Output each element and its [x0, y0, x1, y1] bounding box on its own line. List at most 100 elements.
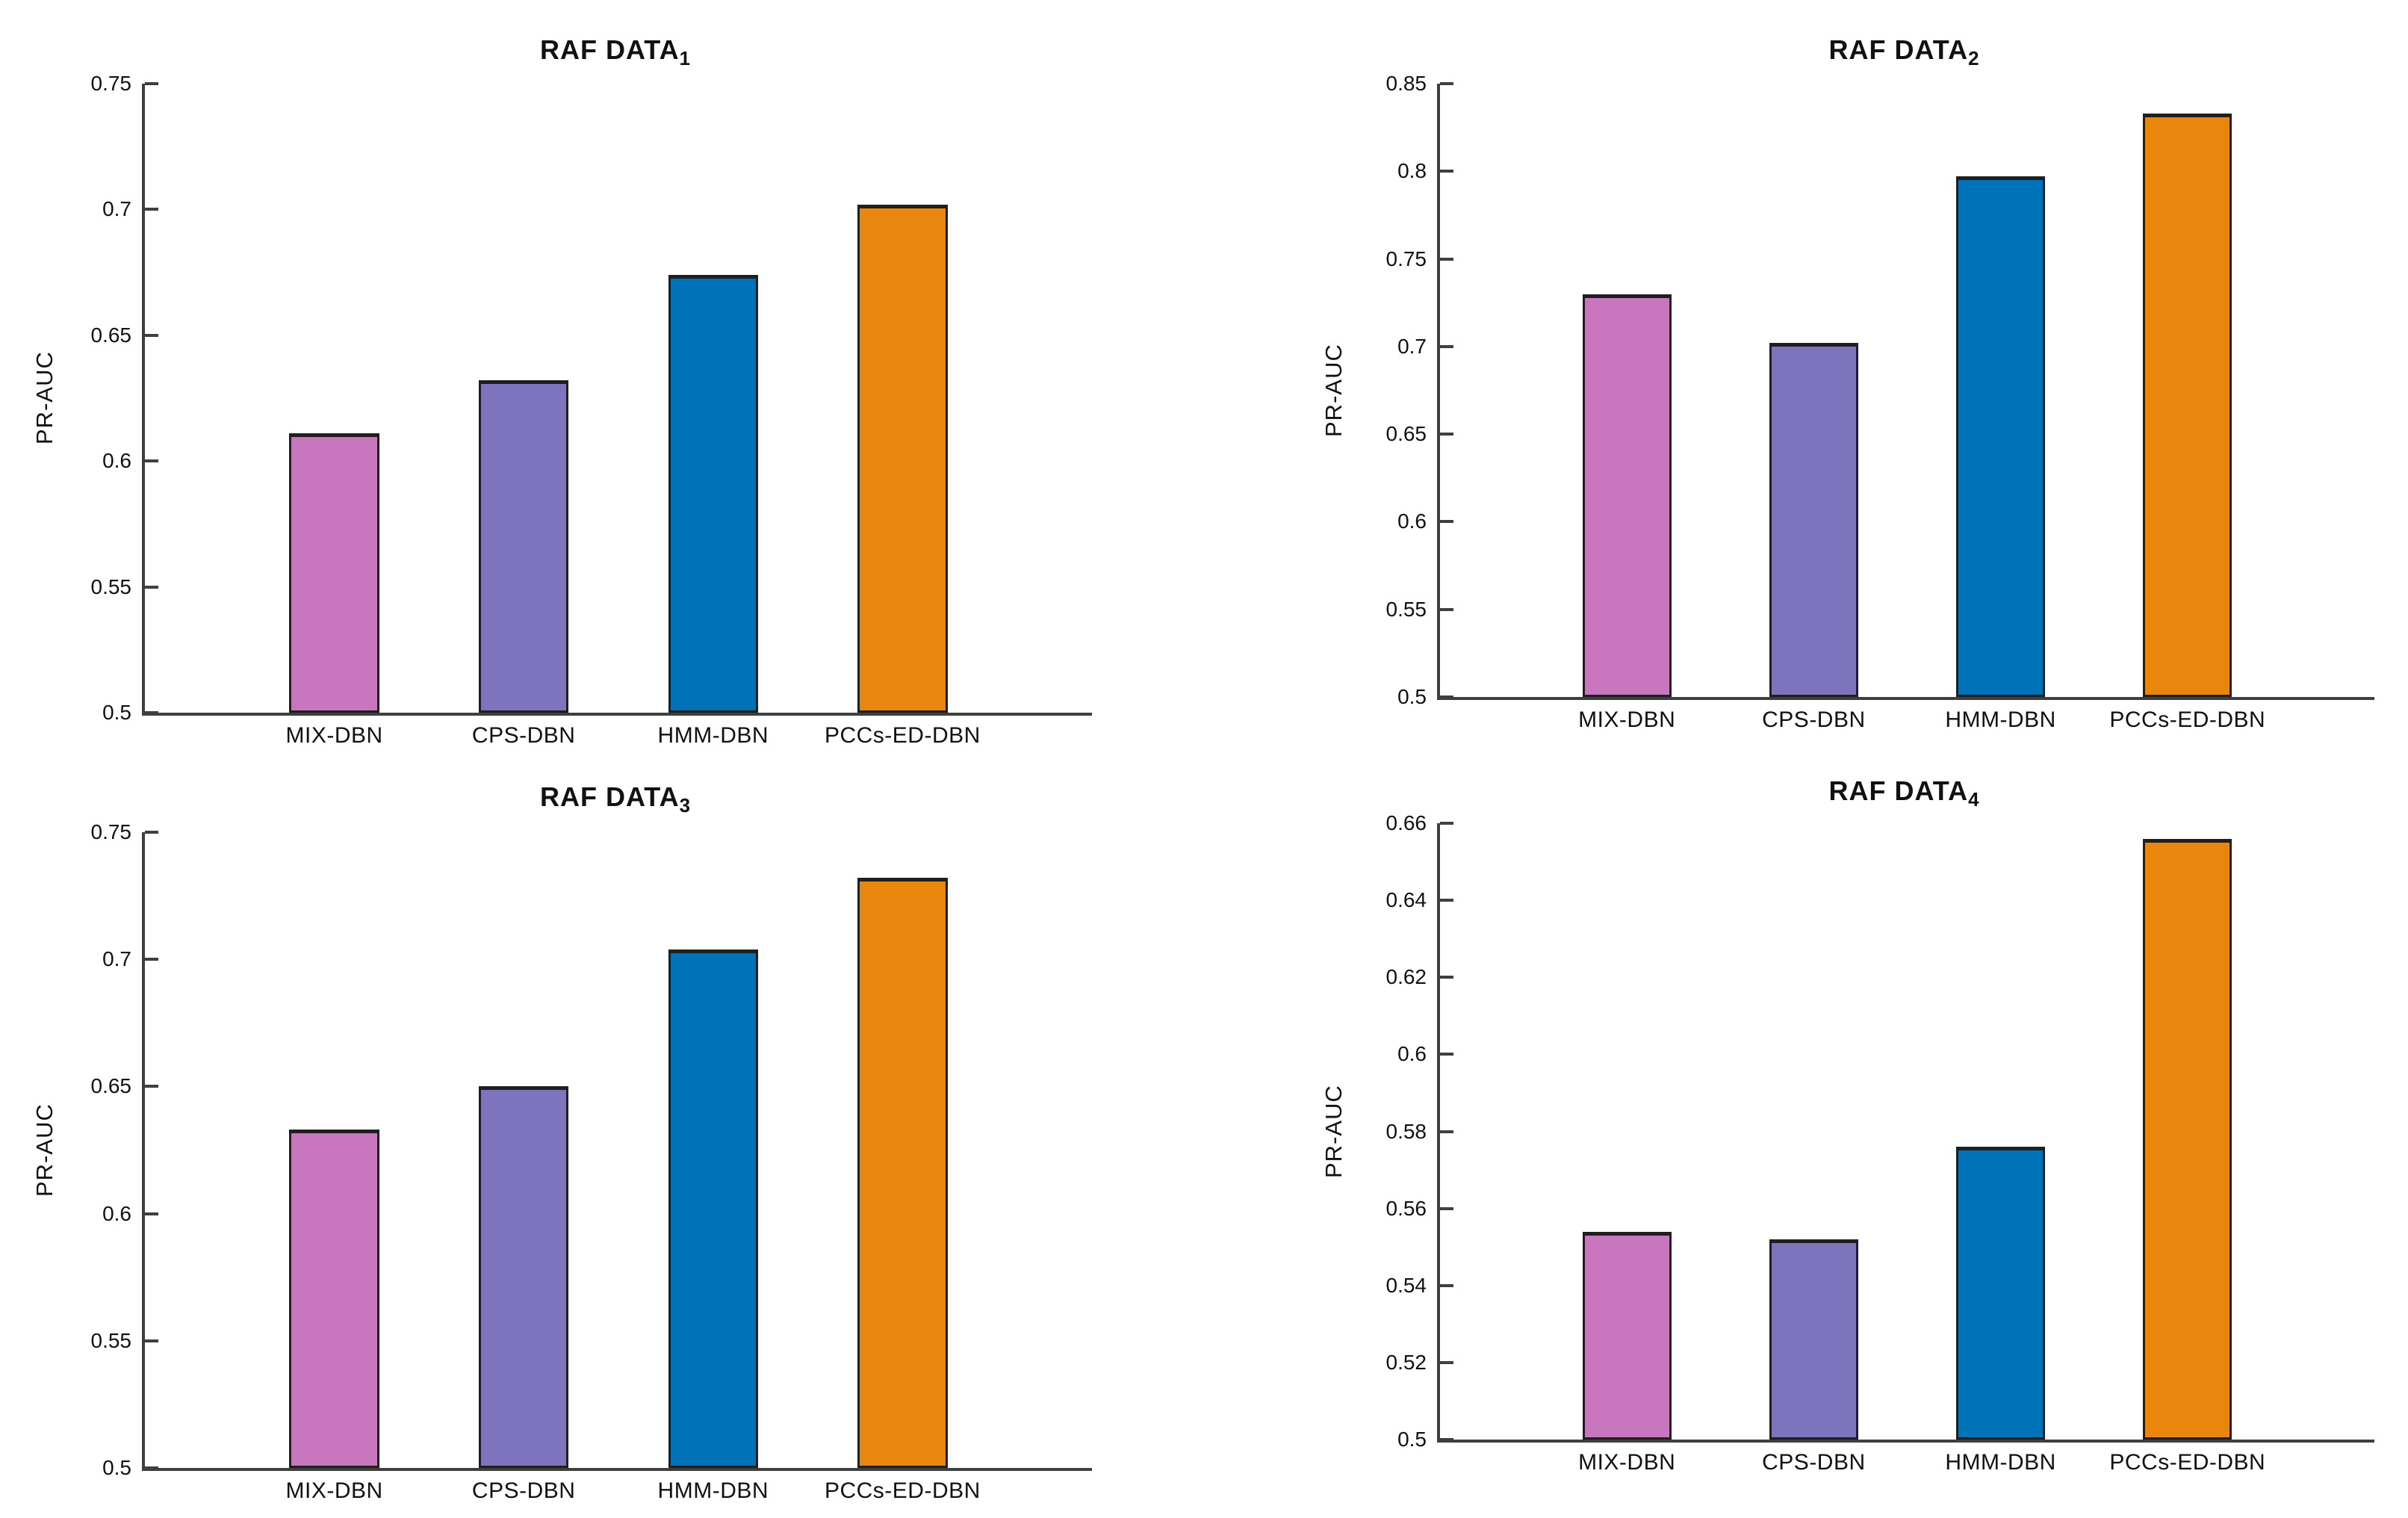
y-axis-label: PR-AUC	[1321, 1085, 1347, 1178]
y-tick-label: 0.55	[90, 1328, 132, 1352]
bar-pccs-ed-dbn	[2143, 838, 2232, 1440]
bar-hmm-dbn	[668, 949, 759, 1468]
y-tick-mark	[145, 333, 158, 337]
chart-title: RAF DATA3	[142, 781, 1089, 816]
x-tick-label: PCCs-ED-DBN	[2109, 1450, 2266, 1475]
y-tick-label: 0.6	[102, 1201, 131, 1225]
y-tick-label: 0.8	[1397, 159, 1427, 183]
y-tick-mark	[1440, 82, 1453, 85]
bar-hmm-dbn	[1956, 1147, 2046, 1440]
y-tick-mark	[145, 1466, 158, 1469]
y-tick-label: 0.6	[1397, 1042, 1427, 1066]
y-tick-mark	[1440, 976, 1453, 979]
x-tick-label: PCCs-ED-DBN	[824, 1478, 981, 1503]
chart-title: RAF DATA1	[142, 34, 1089, 70]
y-tick-label: 0.65	[90, 1074, 132, 1098]
y-axis-label: PR-AUC	[1321, 344, 1347, 437]
plot-area: 0.5 0.52 0.54 0.56 0.58 0.6 0.62 0.64 0.66 MIX-D…	[1386, 811, 2374, 1475]
x-tick-label: PCCs-ED-DBN	[2109, 707, 2266, 732]
y-tick-mark	[1440, 520, 1453, 524]
x-tick-label: CPS-DBN	[1762, 1450, 1866, 1475]
chart-title-text: RAF DATA	[539, 781, 680, 812]
chart-title: RAF DATA2	[1437, 34, 2371, 70]
y-axis-label: PR-AUC	[31, 351, 58, 445]
y-tick-mark	[1440, 899, 1453, 902]
y-tick-label: 0.66	[1385, 811, 1427, 834]
chart-title-subscript: 2	[1968, 49, 1980, 70]
x-tick-label: PCCs-ED-DBN	[824, 723, 981, 748]
y-tick-mark	[1440, 1053, 1453, 1056]
y-tick-label: 0.7	[102, 947, 131, 971]
y-tick-label: 0.7	[102, 197, 131, 221]
bar-mix-dbn	[289, 433, 379, 713]
chart-title-text: RAF DATA	[1828, 775, 1969, 806]
y-tick-mark	[1440, 1283, 1453, 1287]
x-tick-label: CPS-DBN	[471, 1478, 576, 1503]
bar-mix-dbn	[1582, 294, 1672, 697]
y-tick-label: 0.5	[1397, 685, 1427, 708]
y-tick-label: 0.55	[90, 574, 132, 598]
x-tick-label: CPS-DBN	[1762, 707, 1866, 732]
y-tick-mark	[145, 1085, 158, 1088]
y-tick-mark	[1440, 170, 1453, 173]
bar-pccs-ed-dbn	[2143, 113, 2232, 697]
x-tick-label: MIX-DBN	[285, 1478, 383, 1503]
y-tick-mark	[1440, 607, 1453, 611]
y-tick-label: 0.62	[1385, 965, 1427, 989]
y-tick-label: 0.5	[102, 701, 131, 724]
y-tick-mark	[1440, 1206, 1453, 1210]
x-tick-label: HMM-DBN	[657, 1478, 769, 1503]
x-tick-label: MIX-DBN	[285, 723, 383, 748]
chart-title-subscript: 1	[679, 49, 692, 70]
bar-cps-dbn	[1769, 343, 1858, 697]
y-tick-mark	[1440, 433, 1453, 436]
y-tick-mark	[1440, 1360, 1453, 1364]
x-tick-label: MIX-DBN	[1578, 1450, 1676, 1475]
y-tick-label: 0.65	[90, 323, 132, 347]
y-tick-label: 0.56	[1385, 1196, 1427, 1220]
x-tick-label: CPS-DBN	[471, 723, 576, 748]
y-tick-label: 0.85	[1385, 72, 1427, 95]
y-tick-label: 0.58	[1385, 1119, 1427, 1143]
chart-title-text: RAF DATA	[1828, 34, 1969, 65]
plot-area: 0.5 0.55 0.6 0.65 0.7 0.75 MIX-DBN CPS-DBN HMM-…	[91, 72, 1092, 748]
y-tick-mark	[1440, 1438, 1453, 1441]
y-tick-label: 0.52	[1385, 1350, 1427, 1374]
plot-area: 0.5 0.55 0.6 0.65 0.7 0.75 MIX-DBN CPS-DBN HMM-…	[91, 820, 1092, 1503]
y-tick-mark	[145, 585, 158, 589]
y-tick-mark	[1440, 344, 1453, 348]
y-tick-label: 0.75	[90, 820, 132, 843]
y-tick-label: 0.5	[102, 1456, 131, 1479]
y-tick-label: 0.55	[1385, 597, 1427, 621]
y-axis-label: PR-AUC	[31, 1103, 58, 1197]
y-tick-label: 0.6	[102, 449, 131, 473]
bar-cps-dbn	[478, 1086, 569, 1468]
y-tick-label: 0.7	[1397, 334, 1427, 358]
y-tick-label: 0.75	[90, 72, 132, 95]
bar-cps-dbn	[478, 380, 569, 713]
bar-mix-dbn	[289, 1130, 379, 1468]
bar-pccs-ed-dbn	[857, 878, 948, 1468]
x-tick-label: HMM-DBN	[1945, 707, 2056, 732]
y-tick-label: 0.75	[1385, 247, 1427, 270]
bar-hmm-dbn	[1956, 176, 2046, 697]
y-tick-mark	[145, 711, 158, 714]
y-tick-label: 0.64	[1385, 888, 1427, 912]
y-tick-mark	[145, 958, 158, 961]
x-tick-label: HMM-DBN	[1945, 1450, 2056, 1475]
plot-area: 0.5 0.55 0.6 0.65 0.7 0.75 0.8 0.85 MIX-DBN CPS-…	[1386, 72, 2374, 732]
y-tick-mark	[145, 1212, 158, 1215]
y-tick-label: 0.6	[1397, 509, 1427, 533]
x-tick-label: MIX-DBN	[1578, 707, 1676, 732]
y-tick-mark	[1440, 822, 1453, 825]
bar-hmm-dbn	[668, 274, 759, 713]
y-tick-label: 0.54	[1385, 1273, 1427, 1297]
y-tick-mark	[145, 459, 158, 463]
chart-title-text: RAF DATA	[539, 34, 680, 65]
y-tick-label: 0.5	[1397, 1428, 1427, 1451]
y-tick-mark	[1440, 696, 1453, 698]
y-tick-mark	[145, 831, 158, 834]
y-tick-mark	[145, 208, 158, 211]
bar-pccs-ed-dbn	[857, 204, 948, 713]
